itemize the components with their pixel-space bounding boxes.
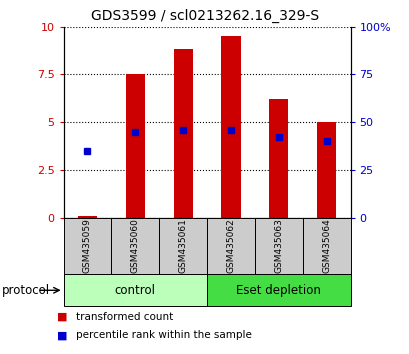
Bar [111,218,159,274]
Bar [159,218,207,274]
Bar [63,218,111,274]
Bar [269,99,288,218]
Bar [302,218,350,274]
Text: Eset depletion: Eset depletion [236,284,321,297]
Text: percentile rank within the sample: percentile rank within the sample [76,330,251,340]
Bar [207,218,254,274]
Bar [78,216,97,218]
Text: ■: ■ [57,330,68,340]
Text: GDS3599 / scl0213262.16_329-S: GDS3599 / scl0213262.16_329-S [91,9,318,23]
Text: GSM435062: GSM435062 [226,219,235,273]
Text: GSM435064: GSM435064 [321,219,330,273]
Text: GSM435061: GSM435061 [178,218,187,274]
Bar [63,274,207,306]
Bar [316,122,335,218]
Text: control: control [115,284,155,297]
Text: GSM435063: GSM435063 [274,218,283,274]
Bar [207,274,350,306]
Bar [126,74,144,218]
Text: protocol: protocol [2,284,50,297]
Bar [254,218,302,274]
Text: ■: ■ [57,312,68,322]
Text: transformed count: transformed count [76,312,173,322]
Bar [173,50,192,218]
Text: GSM435059: GSM435059 [83,218,92,274]
Bar [221,36,240,218]
Text: GSM435060: GSM435060 [130,218,139,274]
